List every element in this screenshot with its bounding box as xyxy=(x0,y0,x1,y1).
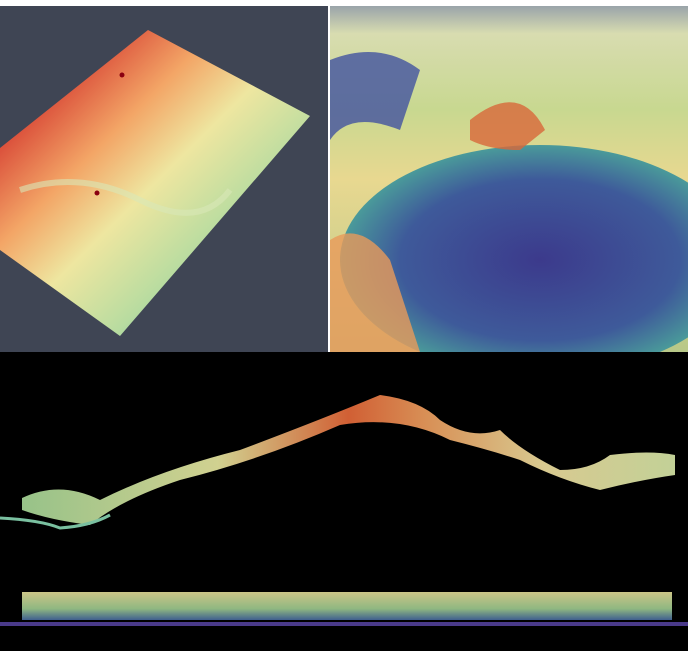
lake xyxy=(340,145,688,375)
marker xyxy=(119,72,125,78)
ground-strip xyxy=(0,622,688,626)
ground-line xyxy=(0,513,111,530)
terrain-river xyxy=(19,179,233,216)
lake-shore xyxy=(330,52,420,140)
elevation-profile xyxy=(22,395,675,525)
ridge xyxy=(470,102,545,150)
marker xyxy=(94,190,100,196)
terrain-surface xyxy=(0,30,310,336)
ridge xyxy=(330,233,420,352)
normalized-profile xyxy=(22,592,672,620)
